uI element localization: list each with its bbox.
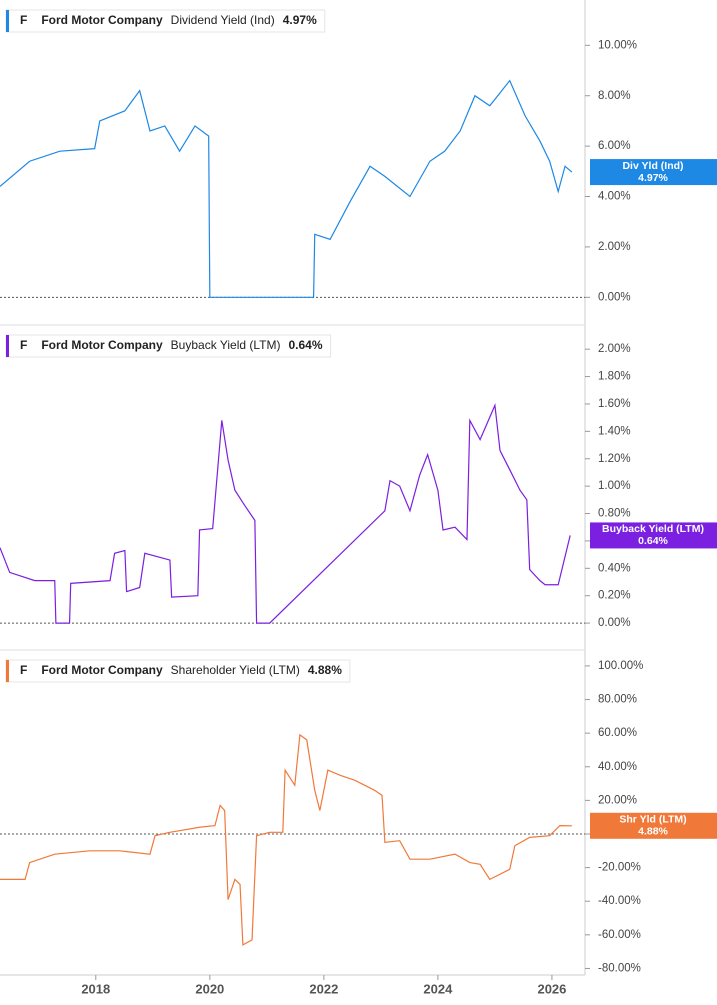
y-tick-label: 2.00%	[598, 343, 631, 355]
y-tick-label: 8.00%	[598, 90, 631, 102]
badge-name: Buyback Yield (LTM)	[602, 523, 704, 535]
x-tick-label: 2018	[81, 981, 110, 996]
y-tick-label: -60.00%	[598, 929, 641, 941]
y-tick-label: 0.00%	[598, 291, 631, 303]
y-tick-label: 6.00%	[598, 140, 631, 152]
y-tick-label: 40.00%	[598, 761, 637, 773]
value-badge	[590, 522, 717, 549]
y-tick-label: -40.00%	[598, 895, 641, 907]
y-tick-label: 0.40%	[598, 562, 631, 574]
data-line	[0, 733, 572, 946]
y-tick-label: -20.00%	[598, 862, 641, 874]
y-tick-label: 60.00%	[598, 727, 637, 739]
header-value-label: 4.97%	[283, 13, 317, 27]
header-ticker: F	[20, 663, 27, 677]
data-line	[0, 403, 571, 624]
y-tick-label: 0.80%	[598, 508, 631, 520]
value-badge	[590, 159, 717, 186]
header-accent	[6, 660, 9, 682]
y-tick-label: 1.60%	[598, 398, 631, 410]
x-tick-label: 2022	[309, 981, 338, 996]
y-tick-label: 1.40%	[598, 425, 631, 437]
y-tick-label: 0.00%	[598, 617, 631, 629]
header-value-label: 4.88%	[308, 663, 342, 677]
y-tick-label: 80.00%	[598, 694, 637, 706]
y-tick-label: 1.00%	[598, 480, 631, 492]
header-company: Ford Motor Company	[41, 13, 163, 27]
x-tick-label: 2024	[423, 981, 453, 996]
badge-name: Shr Yld (LTM)	[619, 814, 686, 826]
y-tick-label: 1.20%	[598, 453, 631, 465]
header-value-label: 0.64%	[289, 338, 323, 352]
badge-value: 4.97%	[638, 172, 668, 184]
header-title: Dividend Yield (Ind)	[171, 13, 275, 27]
y-tick-label: -80.00%	[598, 962, 641, 974]
badge-name: Div Yld (Ind)	[622, 160, 683, 172]
y-tick-label: 100.00%	[598, 660, 643, 672]
y-tick-label: 4.00%	[598, 191, 631, 203]
y-tick-label: 20.00%	[598, 794, 637, 806]
y-tick-label: 0.20%	[598, 590, 631, 602]
badge-value: 4.88%	[638, 826, 668, 838]
header-company: Ford Motor Company	[41, 663, 163, 677]
y-tick-label: 10.00%	[598, 39, 637, 51]
y-tick-label: 1.80%	[598, 371, 631, 383]
header-ticker: F	[20, 338, 27, 352]
y-tick-label: 2.00%	[598, 241, 631, 253]
value-badge	[590, 812, 717, 839]
header-accent	[6, 335, 9, 357]
x-tick-label: 2026	[537, 981, 566, 996]
header-accent	[6, 10, 9, 32]
header-title: Buyback Yield (LTM)	[171, 338, 281, 352]
badge-value: 0.64%	[638, 535, 668, 547]
header-company: Ford Motor Company	[41, 338, 163, 352]
data-line	[0, 79, 573, 298]
header-title: Shareholder Yield (LTM)	[171, 663, 300, 677]
header-ticker: F	[20, 13, 27, 27]
x-tick-label: 2020	[195, 981, 224, 996]
